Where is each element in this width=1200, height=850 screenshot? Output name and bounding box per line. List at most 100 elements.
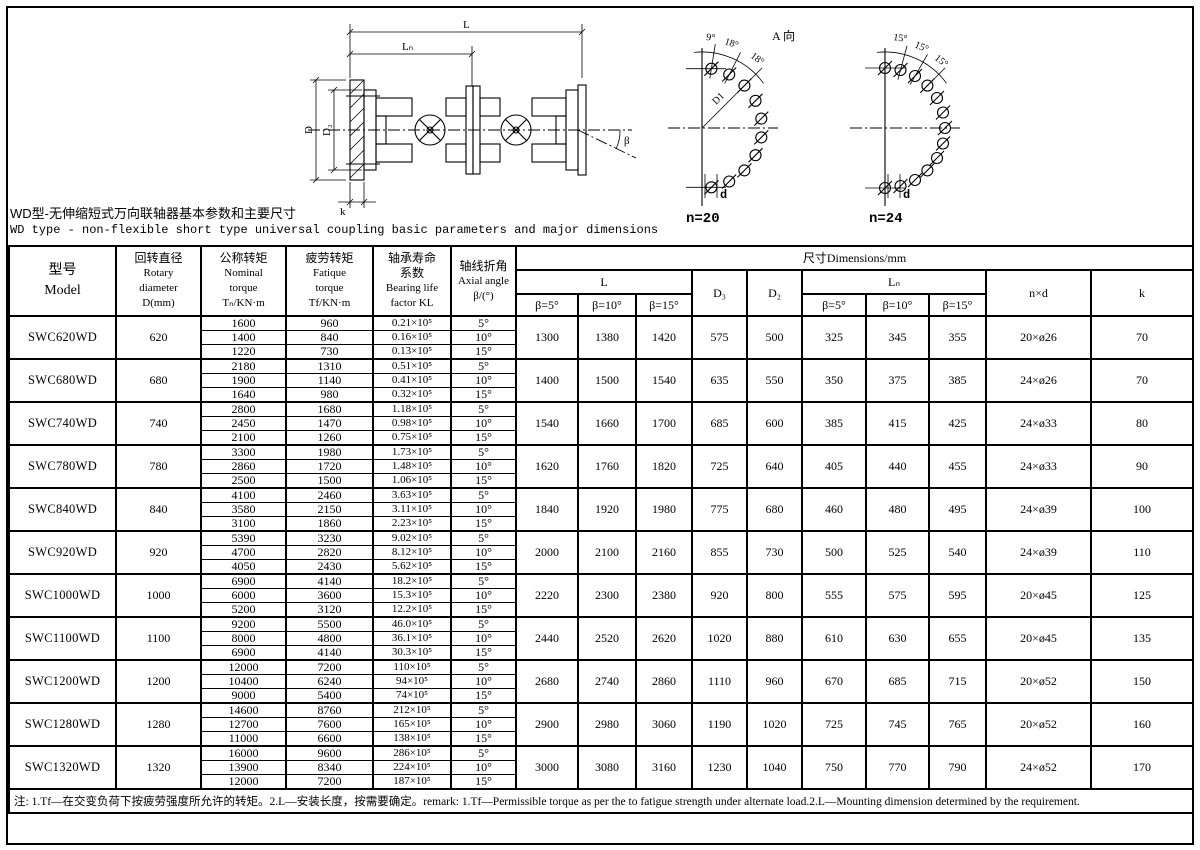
cross-joint: [500, 114, 532, 146]
caption-n24: n=24: [869, 211, 903, 227]
model-cell: SWC680WD: [8, 358, 117, 403]
bolt-pattern-cell: 20×ø52: [985, 659, 1092, 704]
k-cell: 125: [1089, 573, 1195, 618]
angle-label: 15°: [913, 40, 930, 56]
axial-angle-cell: 15°: [450, 774, 517, 790]
axial-angle-cell: 10°: [450, 717, 517, 732]
L-cell: 1380: [577, 315, 637, 360]
nominal-torque-cell: 1400: [200, 330, 287, 345]
L-cell: 2100: [577, 530, 637, 575]
bolt-hole: [755, 112, 768, 125]
k-cell: 80: [1089, 401, 1195, 446]
bearing-life-cell: 74×10⁵: [372, 688, 452, 704]
angle-label: 18°: [723, 36, 740, 51]
D3-cell: 1020: [691, 616, 748, 661]
k-cell: 70: [1089, 315, 1195, 360]
spec-row: 2450 1470 0.98×10⁵ 10°: [9, 416, 1193, 431]
D2-cell: 800: [746, 573, 803, 618]
axial-angle-cell: 5°: [450, 745, 517, 761]
D2-cell: 600: [746, 401, 803, 446]
Ln-cell: 345: [865, 315, 930, 360]
L-cell: 3000: [515, 745, 579, 790]
D3-cell: 575: [691, 315, 748, 360]
L-cell: 1400: [515, 358, 579, 403]
axial-angle-cell: 10°: [450, 373, 517, 388]
bolt-hole-slash: [907, 68, 923, 84]
axial-angle-cell: 10°: [450, 588, 517, 603]
bolt-hole: [878, 61, 892, 75]
fatigue-torque-cell: 1720: [285, 459, 374, 474]
L-cell: 2000: [515, 530, 579, 575]
spec-row: 1400 840 0.16×10⁵ 10°: [9, 330, 1193, 345]
right-yoke-arm: [531, 143, 567, 163]
spec-row: 6000 3600 15.3×10⁵ 10°: [9, 588, 1193, 603]
bolt-hole-slash: [893, 178, 908, 194]
fatigue-torque-cell: 9600: [285, 745, 374, 761]
fatigue-torque-cell: 3230: [285, 530, 374, 546]
model-cell: SWC1200WD: [8, 659, 117, 704]
D3-cell: 635: [691, 358, 748, 403]
fatigue-torque-cell: 4140: [285, 573, 374, 589]
bolt-circle-diameter-label: D1: [710, 91, 726, 107]
bearing-life-cell: 2.23×10⁵: [372, 516, 452, 532]
spec-row: SWC920WD 920 5390 3230 9.02×10⁵ 5° 2000 2100 216…: [8, 530, 1195, 575]
spec-row: 4700 2820 8.12×10⁵ 10°: [9, 545, 1193, 560]
k-cell: 160: [1089, 702, 1195, 747]
fatigue-torque-cell: 2150: [285, 502, 374, 517]
header-nominal-torque: 公称转矩 Nominal torque Tₙ/KN·m: [200, 245, 287, 317]
axial-angle-cell: 15°: [450, 344, 517, 360]
header-model: 型号 Model: [8, 245, 117, 317]
Ln-cell: 480: [865, 487, 930, 532]
nominal-torque-cell: 2180: [200, 358, 287, 374]
footer-note: 注: 1.Tf—在交变负荷下按疲劳强度所允许的转矩。2.L—安装长度，按需要确定…: [7, 788, 1195, 814]
nominal-torque-cell: 4700: [200, 545, 287, 560]
bolt-hole: [936, 137, 950, 150]
bolt-hole-slash: [877, 180, 893, 196]
L-cell: 3080: [577, 745, 637, 790]
spec-row: SWC840WD 840 4100 2460 3.63×10⁵ 5° 1840 1920 198…: [8, 487, 1195, 532]
D3-cell: 1110: [691, 659, 748, 704]
rotary-diameter-cell: 1320: [115, 745, 202, 790]
fatigue-torque-cell: 1310: [285, 358, 374, 374]
left-yoke-arm: [375, 97, 413, 117]
L-cell: 2380: [635, 573, 693, 618]
bearing-life-cell: 0.41×10⁵: [372, 373, 452, 388]
axial-angle-cell: 10°: [450, 459, 517, 474]
axial-angle-cell: 5°: [450, 659, 517, 675]
L-cell: 3060: [635, 702, 693, 747]
rotary-diameter-cell: 920: [115, 530, 202, 575]
bolt-hole-slash: [937, 120, 953, 136]
Ln-cell: 715: [928, 659, 987, 704]
L-cell: 1660: [577, 401, 637, 446]
bolt-hole: [921, 164, 934, 177]
fatigue-torque-cell: 1680: [285, 401, 374, 417]
Ln-cell: 540: [928, 530, 987, 575]
D3-cell: 920: [691, 573, 748, 618]
L-cell: 2160: [635, 530, 693, 575]
axial-angle-cell: 5°: [450, 401, 517, 417]
bearing-life-cell: 12.2×10⁵: [372, 602, 452, 618]
bearing-life-cell: 212×10⁵: [372, 702, 452, 718]
D2-cell: 640: [746, 444, 803, 489]
axial-angle-cell: 5°: [450, 702, 517, 718]
spec-row: 2860 1720 1.48×10⁵ 10°: [9, 459, 1193, 474]
fatigue-torque-cell: 2820: [285, 545, 374, 560]
spec-row: SWC620WD 620 1600 960 0.21×10⁵ 5° 1300 1380 1420…: [8, 315, 1195, 360]
D2-cell: 960: [746, 659, 803, 704]
D3-cell: 855: [691, 530, 748, 575]
bolt-view-n24: 15° 15° 15° d n=24: [850, 32, 960, 227]
fatigue-torque-cell: 1260: [285, 430, 374, 446]
L-cell: 1540: [635, 358, 693, 403]
Ln-cell: 455: [928, 444, 987, 489]
D3-cell: 685: [691, 401, 748, 446]
bolt-circle-views: A 向 9° 18° 18° D1 d n=20 15° 15° 15° d: [668, 28, 960, 227]
bolt-pattern-cell: 24×ø52: [985, 745, 1092, 790]
Ln-cell: 525: [865, 530, 930, 575]
angle-label: 15°: [893, 32, 908, 45]
bolt-hole: [921, 79, 934, 92]
bearing-life-cell: 5.62×10⁵: [372, 559, 452, 575]
bolt-hole-slash: [920, 163, 935, 178]
L-cell: 2440: [515, 616, 579, 661]
nominal-torque-cell: 6000: [200, 588, 287, 603]
bearing-life-cell: 165×10⁵: [372, 717, 452, 732]
